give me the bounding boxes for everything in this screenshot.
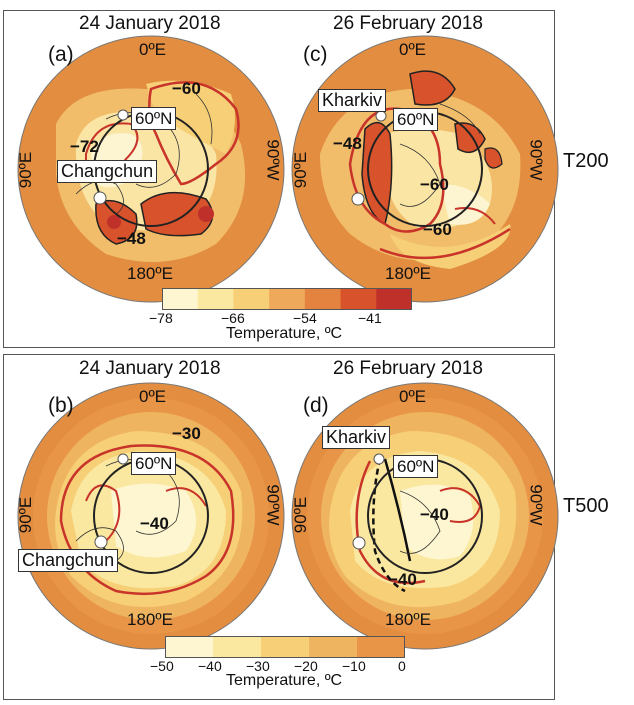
cb-bottom-tick-3: −30 — [246, 658, 270, 674]
lon-left-a: 90ºE — [16, 151, 36, 189]
contour-label-b1: −30 — [172, 424, 201, 443]
lon-right-c: 90ºW — [526, 139, 546, 181]
contour-label-a3: −48 — [117, 229, 146, 248]
cb-top-tick-3: −54 — [293, 310, 317, 326]
cb-top-tick-4: −41 — [358, 310, 382, 326]
colorbar-border — [165, 636, 405, 658]
lat-label-b: 60ºN — [131, 452, 177, 475]
colorbar-swatch — [261, 636, 310, 658]
cb-bottom-tick-6: 0 — [398, 658, 406, 674]
colorbar-bottom-swatches — [165, 636, 405, 658]
city-label-changchun-bottom: Changchun — [18, 549, 119, 572]
lon-bottom-c: 180ºE — [385, 264, 431, 283]
label-b: (b) — [48, 394, 74, 417]
warm-blob-c2 — [409, 70, 456, 106]
lat-label-c: 60ºN — [393, 108, 439, 131]
row-label-t500: T500 — [563, 495, 609, 517]
cb-top-tick-1: −78 — [149, 310, 173, 326]
colorbar-border — [162, 288, 412, 310]
cb-bottom-tick-2: −40 — [198, 658, 222, 674]
lon-top-a: 0ºE — [139, 40, 167, 59]
lon-left-d: 90ºE — [291, 496, 311, 534]
colorbar-swatch — [357, 636, 405, 658]
lat-label-a: 60ºN — [131, 107, 177, 130]
city-label-kharkiv-bottom: Kharkiv — [322, 426, 391, 449]
city-marker-bottom — [351, 192, 365, 206]
city-label-kharkiv-top: Kharkiv — [318, 89, 387, 112]
colorbar-top-swatches — [162, 288, 412, 310]
contour-label-d2: −40 — [388, 570, 417, 589]
colorbar-swatch — [376, 288, 412, 310]
colorbar-swatch — [269, 288, 306, 310]
label-a: (a) — [48, 43, 74, 66]
lon-top-d: 0ºE — [399, 387, 427, 406]
colorbar-swatch — [162, 288, 199, 310]
colorbar-swatch — [309, 636, 358, 658]
city-marker-top — [117, 109, 129, 121]
label-c: (c) — [303, 43, 328, 66]
city-marker-changchun-b — [94, 535, 108, 549]
row-label-t200: T200 — [563, 150, 609, 172]
lon-right-b: 90ºW — [263, 484, 283, 526]
colorbar-bottom — [165, 636, 405, 658]
contour-label-c2: −60 — [420, 175, 449, 194]
city-marker-changchun — [93, 191, 107, 205]
date-a: 24 January 2018 — [79, 13, 221, 34]
lon-right-d: 90ºW — [526, 484, 546, 526]
trough-solid — [383, 458, 412, 562]
lat-label-d: 60ºN — [393, 455, 439, 478]
lon-top-c: 0ºE — [399, 40, 427, 59]
city-marker-bottom-d — [352, 536, 366, 550]
lon-left-b: 90ºE — [16, 496, 36, 534]
colorbar-swatch — [213, 636, 262, 658]
city-label-changchun-top: Changchun — [57, 160, 158, 183]
contour-label-d1: −40 — [420, 505, 449, 524]
contour-label-a1: −60 — [172, 79, 201, 98]
cb-top-title: Temperature, ºC — [226, 325, 343, 342]
colorbar-swatch — [197, 288, 234, 310]
cb-bottom-tick-4: −20 — [294, 658, 318, 674]
date-d: 26 February 2018 — [333, 358, 483, 379]
cb-bottom-tick-5: −10 — [342, 658, 366, 674]
map-d — [291, 382, 559, 650]
city-marker-kharkiv — [375, 110, 387, 122]
city-marker-top-b — [117, 453, 129, 465]
contour-label-a2: −72 — [70, 137, 99, 156]
cb-bottom-tick-1: −50 — [150, 658, 174, 674]
colorbar-swatch — [165, 636, 214, 658]
colorbar-top — [162, 288, 412, 310]
warm-blob-c1 — [361, 121, 393, 226]
lon-top-b: 0ºE — [139, 387, 167, 406]
contour-label-c1: −48 — [333, 134, 362, 153]
lon-right-a: 90ºW — [263, 139, 283, 181]
date-b: 24 January 2018 — [79, 358, 221, 379]
cb-bottom-title: Temperature, ºC — [226, 672, 343, 689]
contour-label-b2: −40 — [140, 514, 169, 533]
colorbar-swatch — [233, 288, 270, 310]
cb-top-tick-2: −66 — [221, 310, 245, 326]
contour-label-c3: −60 — [423, 220, 452, 239]
colorbar-swatch — [304, 288, 342, 310]
lon-bottom-d: 180ºE — [385, 610, 431, 629]
label-d: (d) — [303, 394, 329, 417]
city-marker-kharkiv-d — [373, 453, 385, 465]
lon-bottom-a: 180ºE — [127, 264, 173, 283]
lon-left-c: 90ºE — [291, 151, 311, 189]
trough-dashed — [372, 458, 406, 593]
date-c: 26 February 2018 — [333, 13, 483, 34]
colorbar-swatch — [340, 288, 377, 310]
lon-bottom-b: 180ºE — [127, 610, 173, 629]
